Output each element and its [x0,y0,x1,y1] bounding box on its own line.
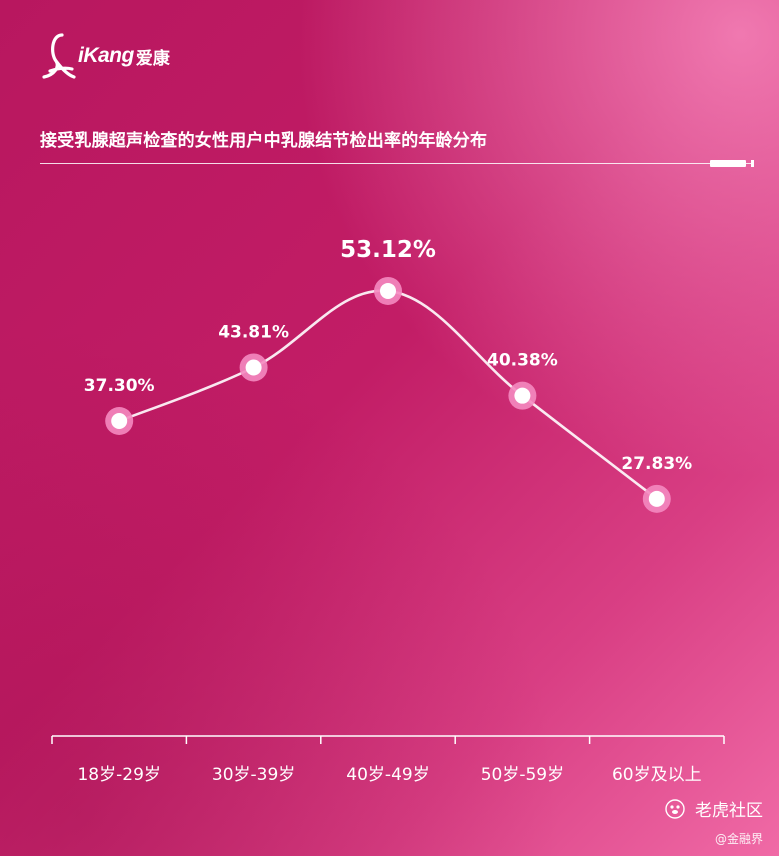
x-tick-label: 40岁-49岁 [346,765,429,785]
title-divider [40,163,752,164]
brand-logo: iKang 爱康 [40,30,170,82]
brand-name-cn: 爱康 [135,48,170,69]
chart-title: 接受乳腺超声检查的女性用户中乳腺结节检出率的年龄分布 [40,131,488,151]
data-label: 53.12% [340,237,436,263]
title-divider-accent [710,160,754,167]
data-point [648,490,665,507]
brand-name: iKang [78,44,134,67]
data-label: 40.38% [487,351,558,371]
x-tick-label: 50岁-59岁 [481,765,564,785]
ribbon-logo-icon [42,33,76,79]
watermark-text: 老虎社区 [695,801,763,821]
x-tick-label: 18岁-29岁 [77,765,160,785]
tiger-paw-icon [665,798,685,819]
x-tick-label: 60岁及以上 [612,765,702,785]
data-label: 37.30% [84,376,155,396]
data-point [111,413,128,429]
data-point [245,359,262,376]
watermark-source: @金融界 [714,832,763,846]
data-point [514,387,531,404]
data-label: 27.83% [621,454,692,474]
x-tick-label: 30岁-39岁 [212,765,295,785]
watermark: 老虎社区 [665,796,763,821]
data-point [380,282,396,299]
data-label: 43.81% [218,322,289,342]
